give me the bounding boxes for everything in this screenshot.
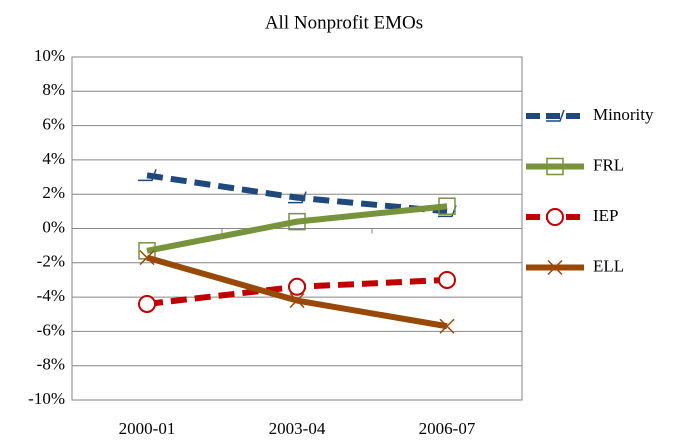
marker xyxy=(138,294,156,313)
y-tick-label: -8% xyxy=(37,355,65,374)
marker xyxy=(439,318,455,334)
legend-label: FRL xyxy=(593,155,624,174)
marker xyxy=(547,259,563,276)
y-tick-label: -10% xyxy=(28,389,65,408)
y-tick-label: 6% xyxy=(42,115,65,134)
y-tick-label: 0% xyxy=(42,217,65,236)
marker xyxy=(438,270,456,289)
series-line xyxy=(146,172,448,215)
y-tick-label: -4% xyxy=(37,286,65,305)
marker xyxy=(288,212,306,231)
y-tick-label: 10% xyxy=(34,46,65,65)
legend-label: Minority xyxy=(593,105,654,124)
x-tick-label: 2000-01 xyxy=(119,419,176,438)
chart-title: All Nonprofit EMOs xyxy=(265,12,423,33)
y-tick-label: 2% xyxy=(42,183,65,202)
marker xyxy=(546,109,565,122)
y-tick-label: 8% xyxy=(42,80,65,99)
marker xyxy=(288,277,306,296)
marker xyxy=(138,169,157,182)
plot-border xyxy=(71,56,523,401)
marker xyxy=(139,250,155,266)
x-tick-label: 2003-04 xyxy=(269,419,326,438)
marker xyxy=(546,208,564,226)
y-tick-label: -2% xyxy=(37,252,65,271)
marker xyxy=(546,157,564,176)
series-line xyxy=(146,203,448,254)
x-tick-label: 2006-07 xyxy=(419,419,476,438)
legend-label: ELL xyxy=(593,256,624,275)
y-tick-label: -6% xyxy=(37,320,65,339)
marker xyxy=(438,197,456,215)
y-tick-label: 4% xyxy=(42,149,65,168)
marker xyxy=(289,292,305,309)
legend-label: IEP xyxy=(593,206,619,225)
marker xyxy=(288,191,307,204)
